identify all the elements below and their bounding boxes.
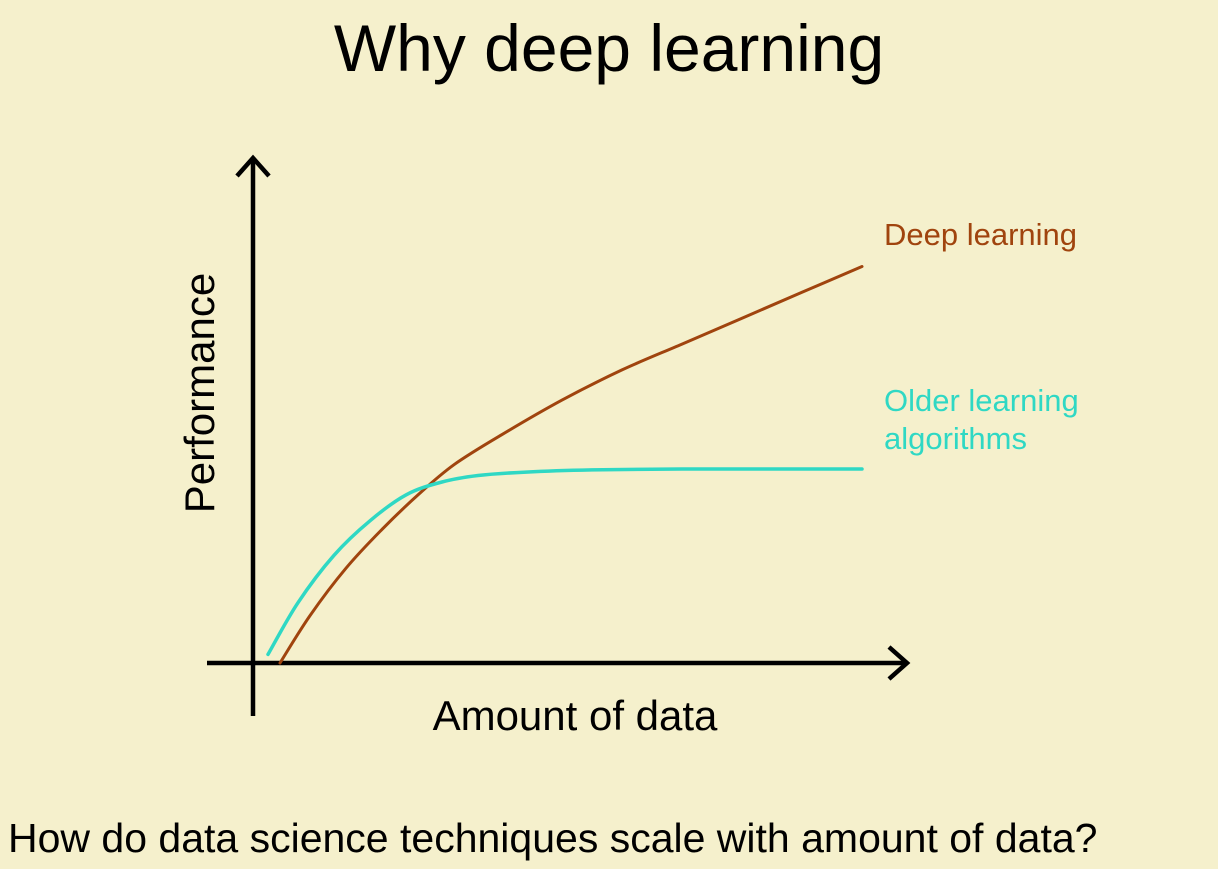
y-axis-label: Performance (176, 273, 223, 513)
series-label-older-learning-algorithms: Older learning algorithms (884, 383, 1079, 456)
series-layer: Deep learning Older learning algorithms (266, 217, 1079, 665)
x-axis-arrow-icon (887, 645, 911, 681)
series-label-line: Older learning (884, 383, 1079, 418)
series-line-deep-learning (278, 265, 864, 665)
series-label-line: algorithms (884, 421, 1027, 456)
chart-axes: Amount of data Performance (176, 154, 911, 739)
x-axis-label: Amount of data (433, 692, 718, 739)
series-line-older-learning-algorithms (266, 467, 864, 657)
slide-caption: How do data science techniques scale wit… (8, 815, 1098, 861)
y-axis-arrow-icon (235, 154, 271, 178)
series-label-line: Deep learning (884, 217, 1077, 252)
series-label-deep-learning: Deep learning (884, 217, 1077, 252)
slide-title: Why deep learning (333, 11, 885, 85)
